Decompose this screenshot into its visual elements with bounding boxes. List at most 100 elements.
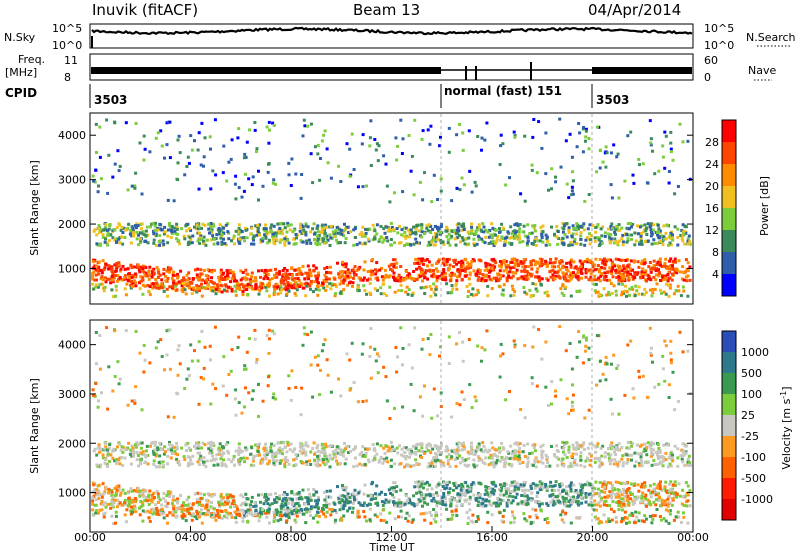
echo-cell (128, 272, 131, 275)
echo-cell (162, 243, 165, 246)
echo-cell (479, 269, 482, 272)
echo-cell (404, 237, 407, 240)
echo-cell (329, 236, 332, 239)
echo-cell (500, 442, 503, 445)
echo-cell (455, 133, 458, 136)
echo-cell (538, 262, 541, 265)
echo-cell (467, 231, 470, 234)
echo-cell (108, 460, 111, 463)
echo-cell (588, 347, 591, 350)
echo-cell (506, 230, 509, 233)
echo-cell (243, 460, 246, 463)
echo-cell (521, 265, 524, 268)
echo-cell (640, 232, 643, 235)
echo-cell (502, 515, 505, 518)
echo-cell (623, 275, 626, 278)
colorbar-swatch (722, 164, 736, 186)
echo-cell (562, 273, 565, 276)
echo-cell (289, 228, 292, 231)
echo-cell (307, 265, 310, 268)
echo-cell (689, 279, 692, 282)
echo-cell (485, 274, 488, 277)
echo-cell (633, 501, 636, 504)
echo-cell (393, 241, 396, 244)
echo-cell (141, 408, 144, 411)
echo-cell (463, 398, 466, 401)
echo-cell (380, 225, 383, 228)
echo-cell (198, 225, 201, 228)
echo-cell (348, 281, 351, 284)
echo-cell (513, 345, 516, 348)
echo-cell (557, 230, 560, 233)
echo-cell (409, 465, 412, 468)
echo-cell (451, 287, 454, 290)
echo-cell (451, 284, 454, 287)
echo-cell (666, 273, 669, 276)
echo-cell (238, 186, 241, 189)
echo-cell (257, 450, 260, 453)
echo-cell (629, 491, 632, 494)
echo-cell (521, 240, 524, 243)
echo-cell (566, 456, 569, 459)
echo-cell (256, 147, 259, 150)
echo-cell (594, 446, 597, 449)
echo-cell (652, 238, 655, 241)
echo-cell (421, 505, 424, 508)
echo-cell (326, 285, 329, 288)
echo-cell (256, 224, 259, 227)
echo-cell (646, 181, 649, 184)
echo-cell (329, 244, 332, 247)
colorbar-tick-label: 8 (712, 246, 719, 259)
echo-cell (324, 232, 327, 235)
echo-cell (201, 279, 204, 282)
echo-cell (671, 233, 674, 236)
echo-cell (414, 238, 417, 241)
echo-cell (679, 495, 682, 498)
echo-cell (316, 444, 319, 447)
echo-cell (125, 329, 128, 332)
echo-cell (541, 236, 544, 239)
echo-cell (633, 276, 636, 279)
echo-cell (612, 354, 615, 357)
echo-cell (107, 233, 110, 236)
echo-cell (434, 288, 437, 291)
echo-cell (390, 238, 393, 241)
echo-cell (268, 129, 271, 132)
echo-cell (98, 261, 101, 264)
echo-cell (653, 172, 656, 175)
echo-cell (303, 333, 306, 336)
echo-cell (286, 238, 289, 241)
echo-cell (188, 374, 191, 377)
echo-cell (582, 222, 585, 225)
echo-cell (519, 192, 522, 195)
echo-cell (425, 286, 428, 289)
echo-cell (310, 152, 313, 155)
echo-cell (475, 184, 478, 187)
echo-cell (488, 236, 491, 239)
echo-cell (506, 505, 509, 508)
echo-cell (615, 258, 618, 261)
echo-cell (579, 225, 582, 228)
echo-cell (300, 197, 303, 200)
echo-cell (523, 268, 526, 271)
echo-cell (687, 242, 690, 245)
echo-cell (673, 408, 676, 411)
echo-cell (538, 275, 541, 278)
echo-cell (547, 294, 550, 297)
echo-cell (354, 489, 357, 492)
echo-cell (257, 383, 260, 386)
echo-cell (628, 521, 631, 524)
echo-cell (467, 243, 470, 246)
echo-cell (571, 189, 574, 192)
echo-cell (189, 134, 192, 137)
echo-cell (192, 287, 195, 290)
echo-cell (456, 275, 459, 278)
echo-cell (254, 129, 257, 132)
echo-cell (562, 451, 565, 454)
echo-cell (310, 274, 313, 277)
echo-cell (650, 495, 653, 498)
y-tick-label: 4000 (58, 129, 86, 142)
echo-cell (178, 135, 181, 138)
echo-cell (659, 289, 662, 292)
echo-cell (578, 131, 581, 134)
